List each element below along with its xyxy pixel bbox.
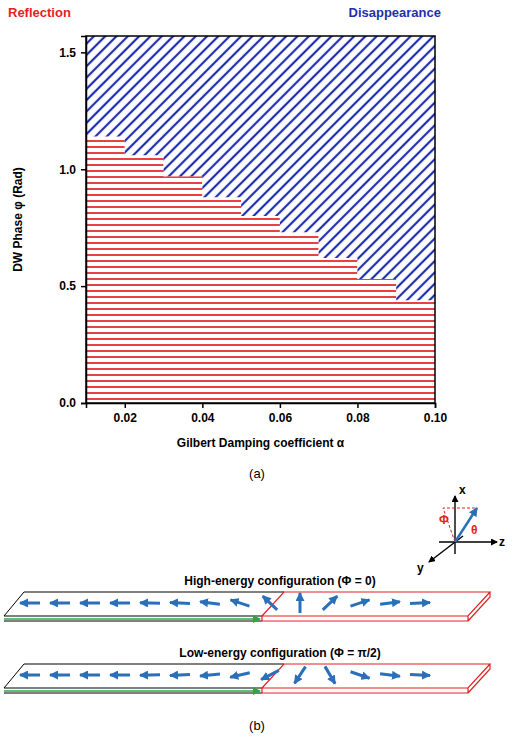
- spin-arrow: [261, 670, 279, 679]
- spin-arrow: [325, 666, 335, 683]
- spin-arrow: [323, 596, 337, 610]
- axis-x-arrow: [454, 496, 455, 554]
- nanostrip: High-energy configuration (Φ = 0): [4, 574, 490, 621]
- tick: 0.06: [269, 403, 293, 425]
- moment-vector: [455, 508, 477, 542]
- spin-arrow: [351, 672, 370, 678]
- configuration-label: High-energy configuration (Φ = 0): [184, 574, 376, 588]
- axis-label: z: [499, 535, 505, 549]
- region-label: Reflection: [8, 5, 71, 20]
- axis-y-arrow: [429, 536, 463, 562]
- caption: (a): [249, 466, 265, 481]
- spin-arrow: [170, 673, 190, 677]
- tick-label: 1.0: [59, 163, 76, 177]
- tick: 0.02: [114, 403, 138, 425]
- strip-right: [262, 664, 490, 693]
- tick-mark: [81, 286, 86, 288]
- spin-arrow: [294, 667, 305, 684]
- axis-line: [87, 404, 436, 409]
- tick-label: 0.5: [59, 279, 76, 293]
- tick-label: 0.02: [114, 411, 138, 425]
- y-axis-title: DW Phase φ (Rad): [11, 167, 25, 272]
- spin-arrow: [140, 601, 160, 604]
- tick-mark: [280, 403, 282, 408]
- current-arrow: [4, 618, 260, 620]
- spin-arrow: [20, 601, 40, 604]
- axes-icon: x z y Φθ: [417, 483, 505, 575]
- tick: 0.5: [59, 279, 86, 293]
- spin-arrow: [200, 602, 220, 605]
- tick-label: 0.06: [269, 411, 293, 425]
- axis-label: y: [417, 561, 424, 575]
- tick-mark: [357, 403, 359, 408]
- axis-line: [81, 37, 87, 404]
- plot-area: [86, 36, 435, 403]
- tick-label: 0.0: [59, 396, 76, 410]
- tick-label: 0.08: [346, 411, 370, 425]
- caption: (b): [249, 718, 265, 733]
- y-axis: 0.0 0.5 1.0 1.5: [59, 37, 86, 411]
- angle-label: θ: [471, 523, 478, 537]
- tick-mark: [125, 403, 127, 408]
- spin-arrow: [200, 674, 220, 676]
- spin-arrow: [380, 674, 400, 676]
- tick-mark: [81, 52, 86, 54]
- region-area: [86, 36, 435, 300]
- x-axis: 0.02 0.04 0.06 0.08 0.10: [87, 403, 448, 425]
- strip-right: [262, 592, 490, 621]
- spin-arrow: [263, 596, 277, 610]
- spin-arrow: [410, 673, 430, 677]
- tick: 0.10: [424, 403, 448, 425]
- strip-left: [4, 664, 284, 693]
- tick: 1.0: [59, 163, 86, 177]
- plot-frame: [86, 36, 435, 403]
- current-arrow: [4, 690, 260, 692]
- spin-arrow: [20, 673, 40, 676]
- tick: 0.08: [346, 403, 370, 425]
- spin-arrow: [80, 673, 100, 676]
- spin-arrow: [50, 673, 70, 676]
- axis-label: x: [459, 483, 466, 497]
- strip-left: [4, 592, 284, 621]
- spin-arrow: [299, 593, 302, 613]
- tick: 0.04: [191, 403, 215, 425]
- spin-arrow: [351, 600, 370, 606]
- tick: 0.0: [59, 396, 86, 410]
- tick-mark: [81, 169, 86, 171]
- region-label: Disappearance: [349, 5, 442, 20]
- spin-arrow: [170, 602, 190, 603]
- tick-label: 0.04: [191, 411, 215, 425]
- tick-mark: [202, 403, 204, 408]
- tick: 1.5: [59, 46, 86, 60]
- spin-arrow: [110, 673, 130, 676]
- spin-arrow: [110, 601, 130, 604]
- figure: 0.02 0.04 0.06 0.08 0.10 0.0 0.5 1.0 1.5 Gilbert …: [0, 0, 514, 745]
- tick-label: 1.5: [59, 46, 76, 60]
- spin-arrow: [230, 673, 249, 678]
- spin-arrow: [410, 602, 430, 603]
- configuration-label: Low-energy configuration (Φ = π/2): [179, 646, 380, 660]
- tick-mark: [81, 403, 86, 405]
- x-axis-title: Gilbert Damping coefficient α: [177, 436, 345, 450]
- axis-z-arrow: [439, 541, 497, 542]
- nanostrip: Low-energy configuration (Φ = π/2): [4, 646, 490, 693]
- spin-arrow: [140, 673, 160, 676]
- angle-label: Φ: [439, 513, 449, 527]
- spin-arrow: [380, 602, 400, 605]
- tick-mark: [435, 403, 437, 408]
- spin-arrow: [231, 600, 250, 606]
- tick-label: 0.10: [424, 411, 448, 425]
- spin-arrow: [80, 601, 100, 604]
- spin-arrow: [50, 601, 70, 604]
